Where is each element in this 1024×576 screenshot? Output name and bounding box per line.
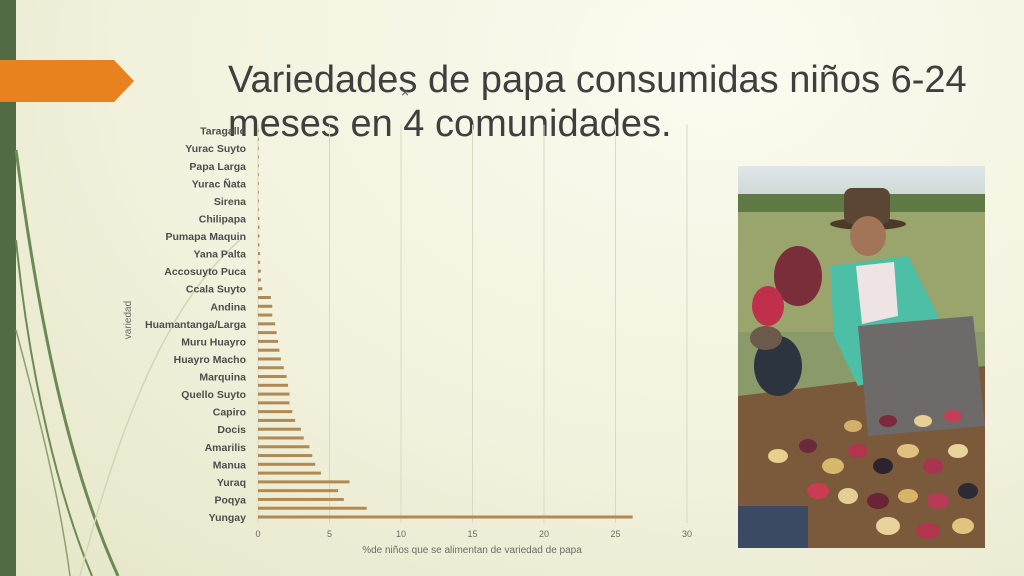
category-label: Taragallo [200,126,246,138]
bar [258,454,313,458]
category-label: Yurac Ñata [192,177,246,190]
bar [258,304,273,308]
category-label: Huayro Macho [174,354,246,366]
category-label: Capiro [213,407,246,419]
category-label: Accosuyto Puca [164,266,246,278]
category-label: Yana Palta [193,249,246,261]
bar [258,208,259,212]
bar [258,436,304,440]
bar [258,164,259,168]
bar [258,383,289,387]
bar [258,225,260,229]
category-label: Papa Larga [189,161,246,173]
bar [258,234,260,238]
bar [258,401,290,405]
bar [258,252,261,256]
bar [258,173,259,177]
x-tick-label: 5 [327,529,332,539]
bar [258,199,259,203]
category-label: Yurac Suyto [185,143,246,155]
slide-title: Variedades de papa consumidas niños 6-24… [228,59,967,145]
bar [258,287,263,291]
bar [258,489,339,493]
bar [258,137,259,141]
left-sidebar-bar [0,0,16,576]
category-label: Poqya [214,494,246,506]
bar [258,190,259,194]
bar [258,181,259,185]
bar [258,471,321,475]
bar [258,480,350,484]
bar [258,146,259,150]
category-label: Marquina [199,372,246,384]
category-label: Quello Suyto [181,389,246,401]
category-label: Yungay [209,512,247,524]
x-tick-label: 10 [396,529,406,539]
bar [258,506,367,510]
category-label: Sirena [214,196,246,208]
category-label: Docis [217,424,246,436]
bar [258,445,310,449]
category-label: Huamantanga/Larga [145,319,246,331]
bar [258,243,260,247]
x-tick-label: 0 [255,529,260,539]
bar [258,515,633,519]
bar [258,366,284,370]
bar [258,339,279,343]
category-label: Andina [210,301,246,313]
category-label: Ccala Suyto [186,284,246,296]
bar [258,418,296,422]
decorative-lines [14,149,241,576]
bar [258,348,280,352]
category-label: Yuraq [217,477,246,489]
bar [258,155,259,159]
bar [258,296,271,299]
category-label: Chilipapa [199,213,246,225]
bar [258,392,290,396]
x-tick-label: 20 [539,529,549,539]
bar [258,260,261,264]
bar [258,331,277,335]
bar [258,410,293,414]
title-accent-arrow [0,60,134,102]
bar [258,278,261,282]
close-icon[interactable]: × [401,84,410,100]
x-tick-label: 30 [682,529,692,539]
x-tick-label: 15 [467,529,477,539]
photo-potato-market [738,166,985,548]
bar [258,357,281,361]
category-label: Manua [213,459,246,471]
bar [258,216,260,220]
bar [258,462,316,466]
bar [258,497,344,501]
category-label: Amarilis [205,442,247,454]
bar [258,375,287,379]
category-label: Muru Huayro [181,336,246,348]
bar [258,313,273,317]
bar [258,129,259,133]
category-label: Pumapa Maquin [165,231,246,243]
bar [258,427,301,431]
bar [258,269,261,273]
y-axis-label: variedad [123,301,134,339]
x-tick-label: 25 [610,529,620,539]
bar [258,322,276,326]
x-axis-label: %de niños que se alimentan de variedad d… [362,545,582,556]
